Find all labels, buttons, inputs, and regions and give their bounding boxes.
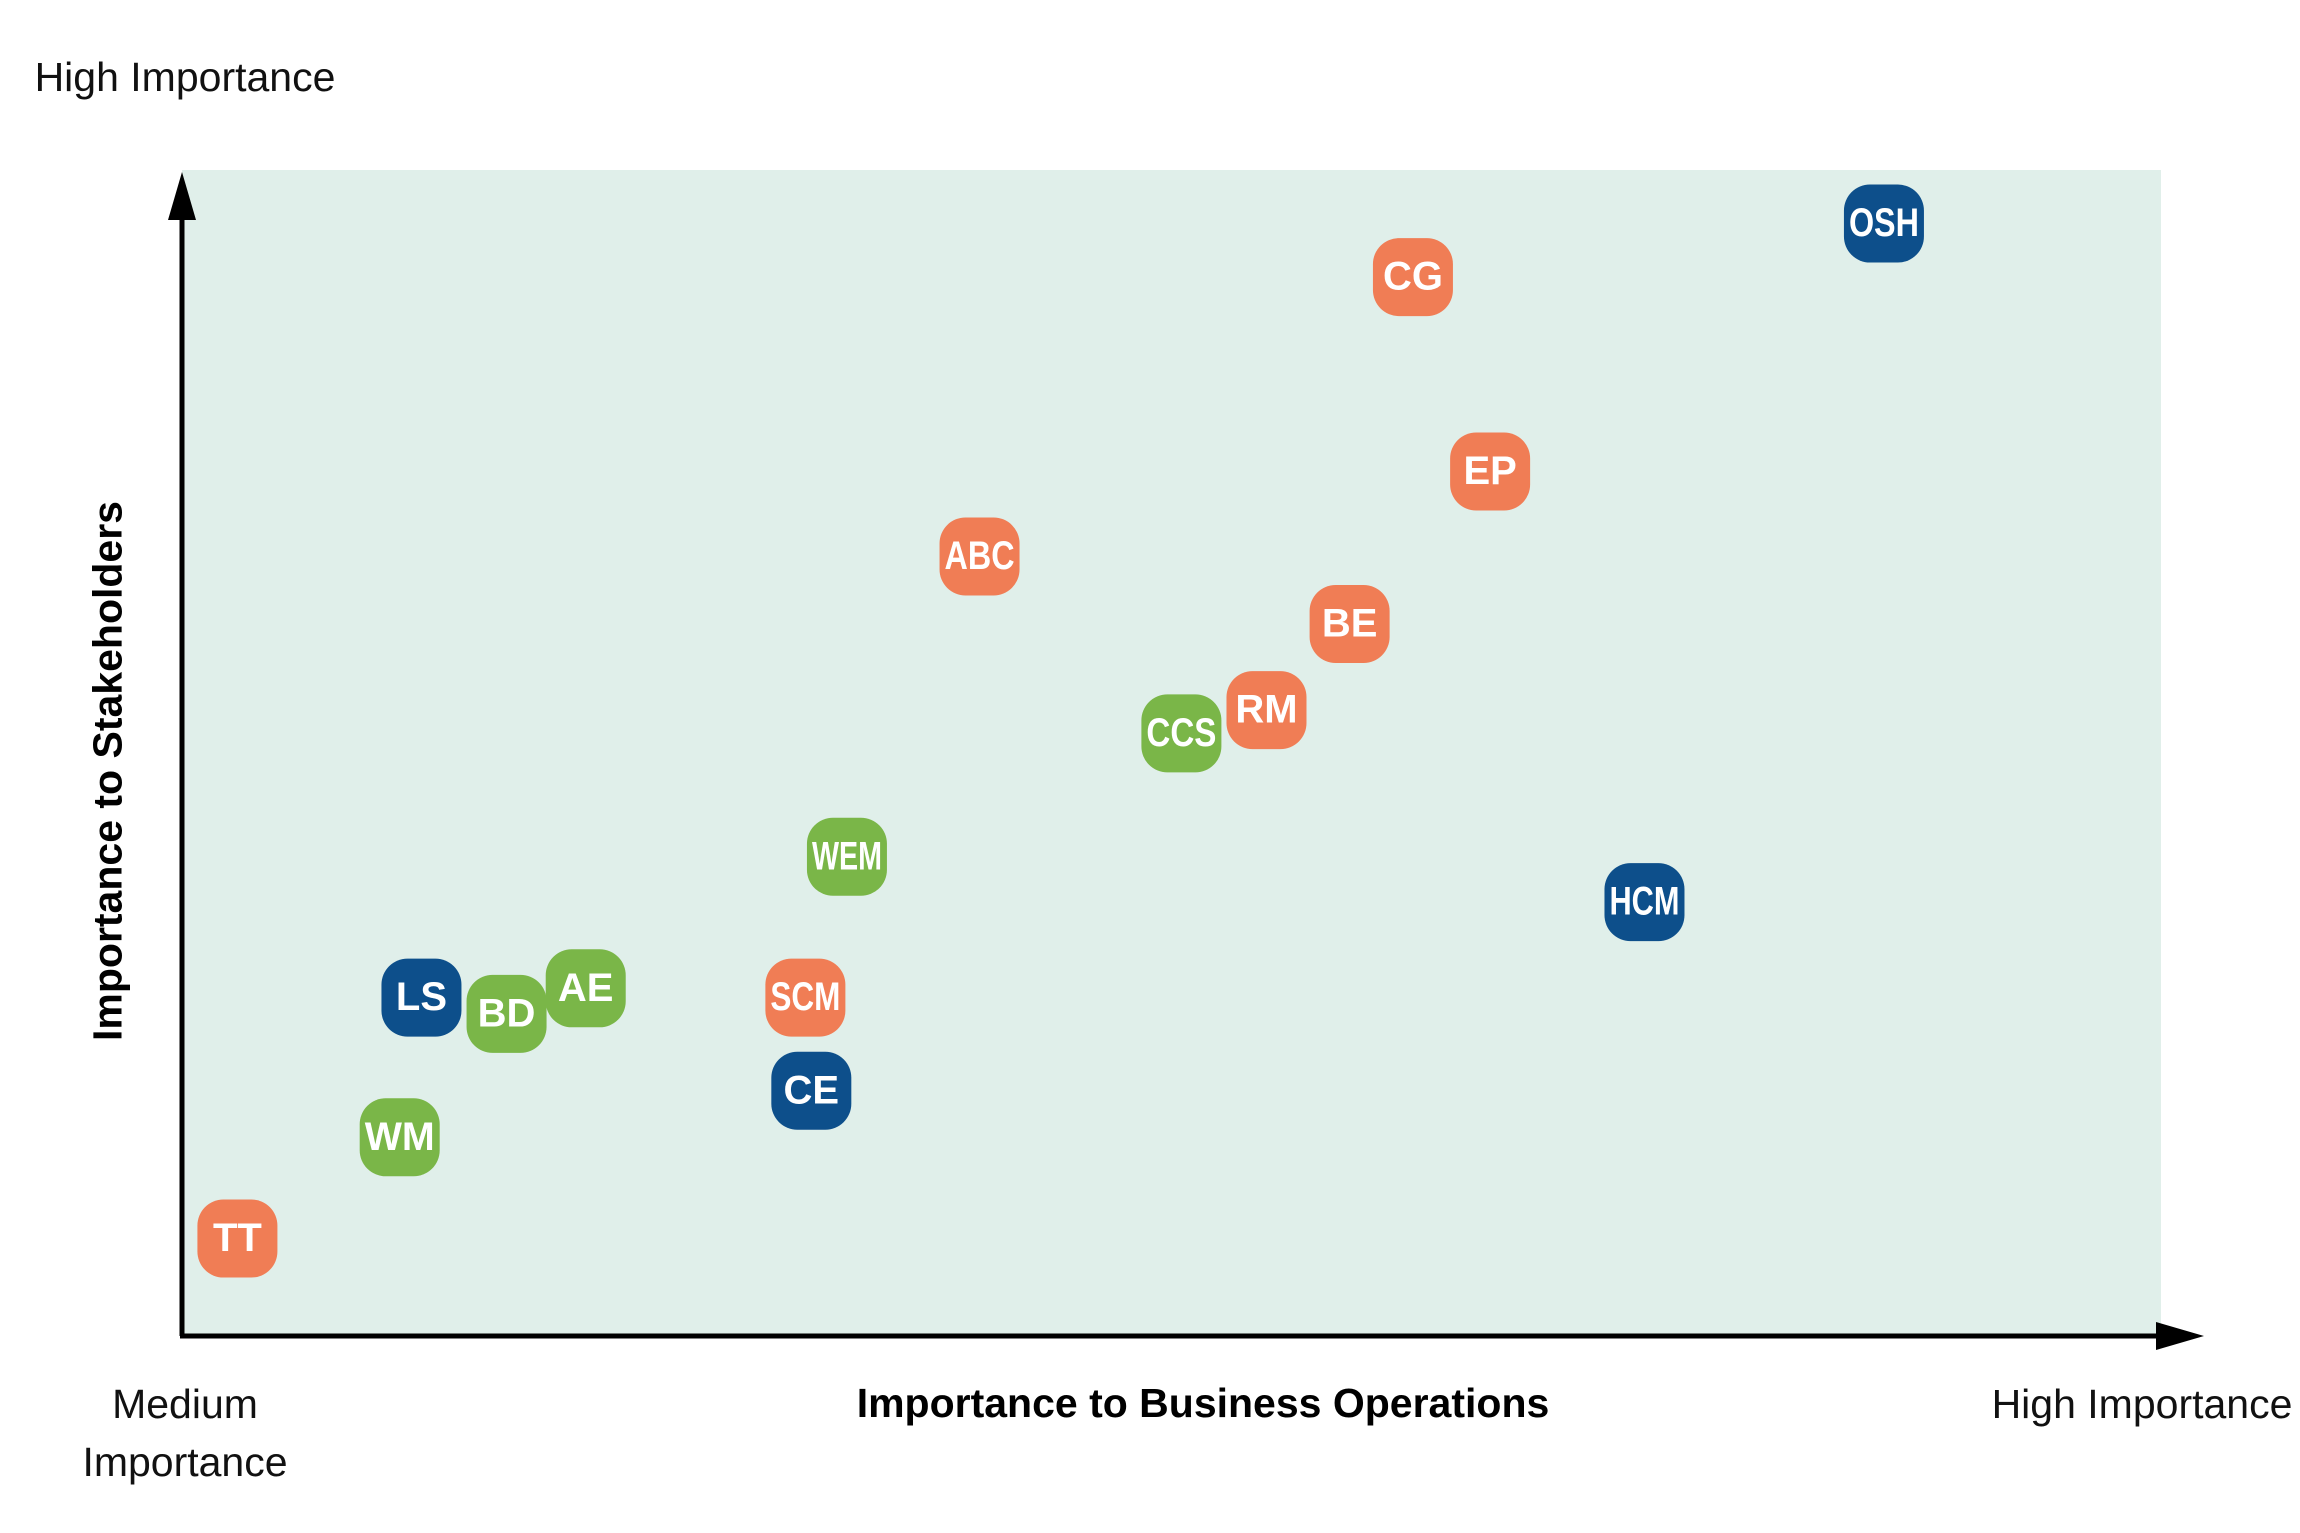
point-label: BD [478, 991, 536, 1035]
point-badge [545, 949, 626, 1028]
x-high-label: High Importance [1991, 1381, 2293, 1427]
point-badge [1450, 432, 1531, 511]
point-badge [771, 1051, 852, 1130]
x-low-label: Medium Importance [82, 1381, 288, 1485]
point-label: RM [1235, 688, 1297, 732]
point-label: ABC [945, 534, 1015, 578]
point-badge [381, 958, 462, 1037]
point-badge [197, 1199, 278, 1278]
point-label: CG [1383, 255, 1443, 299]
point-label: TT [213, 1216, 262, 1260]
point-label: WM [365, 1115, 435, 1159]
point-badge [1604, 863, 1685, 942]
y-axis-title: Importance to Stakeholders [84, 501, 131, 1041]
point-label: CE [784, 1068, 840, 1112]
point-label: BE [1322, 602, 1378, 646]
point-label: HCM [1609, 880, 1679, 924]
point-badge [1843, 184, 1924, 263]
point-badge [806, 817, 887, 896]
point-label: AE [558, 966, 614, 1010]
point-label: WEM [812, 834, 882, 878]
y-arrow [168, 172, 196, 220]
point-badge [765, 958, 846, 1037]
point-label: CCS [1146, 711, 1216, 755]
point-badge [1226, 671, 1307, 750]
point-badge [1372, 238, 1453, 317]
point-label: EP [1463, 449, 1516, 493]
point-label: OSH [1849, 201, 1919, 245]
point-label: LS [396, 975, 447, 1019]
x-axis-title: Importance to Business Operations [856, 1380, 1550, 1426]
x-arrow [2156, 1322, 2204, 1350]
point-label: SCM [770, 975, 840, 1019]
y-high-label: High Importance [34, 54, 336, 100]
point-badge [939, 517, 1020, 596]
point-badge [359, 1098, 440, 1177]
point-badge [466, 974, 547, 1053]
point-badge [1141, 694, 1222, 773]
point-badge [1309, 584, 1390, 663]
